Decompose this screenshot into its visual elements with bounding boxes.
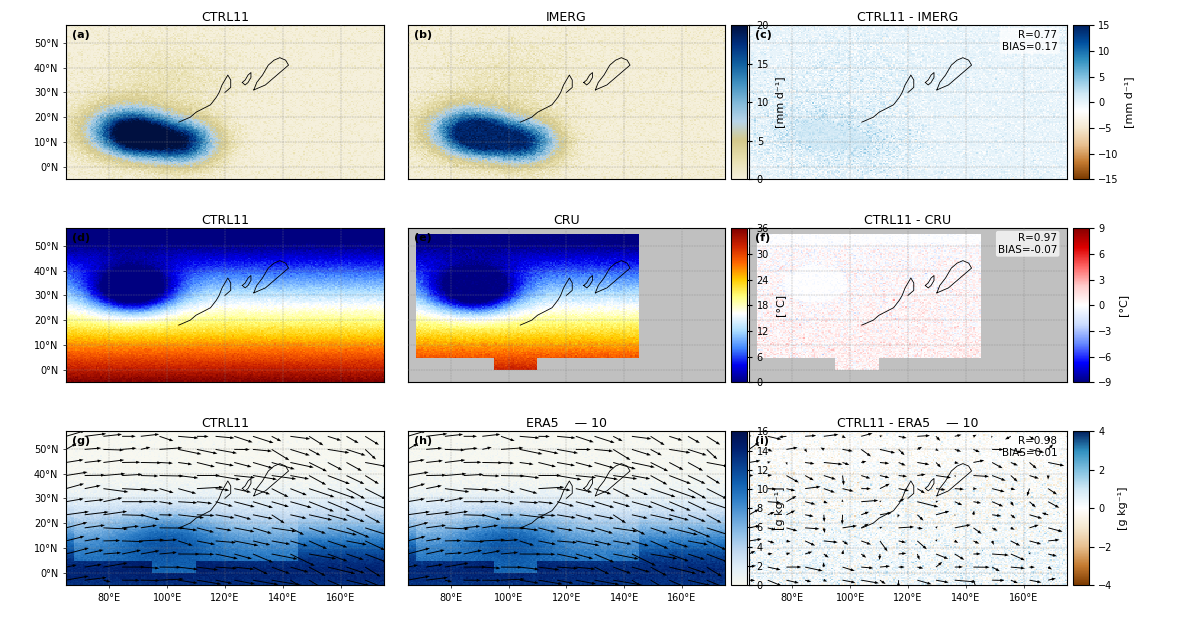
Text: (h): (h) xyxy=(414,436,432,446)
Text: R=0.97
BIAS=-0.07: R=0.97 BIAS=-0.07 xyxy=(998,233,1057,254)
Text: (a): (a) xyxy=(72,30,90,40)
Text: (i): (i) xyxy=(755,436,769,446)
Text: R=0.98
BIAS=0.01: R=0.98 BIAS=0.01 xyxy=(1002,436,1057,457)
Title: IMERG: IMERG xyxy=(546,11,587,24)
Text: (f): (f) xyxy=(755,233,770,243)
Title: CTRL11: CTRL11 xyxy=(200,214,248,227)
Y-axis label: [mm d⁻¹]: [mm d⁻¹] xyxy=(1124,76,1134,128)
Text: (g): (g) xyxy=(72,436,90,446)
Text: (b): (b) xyxy=(414,30,432,40)
Title: CTRL11: CTRL11 xyxy=(200,11,248,24)
Title: CRU: CRU xyxy=(553,214,580,227)
Text: (e): (e) xyxy=(414,233,432,243)
Text: R=0.77
BIAS=0.17: R=0.77 BIAS=0.17 xyxy=(1002,30,1057,52)
Title: CTRL11 - ERA5    — 10: CTRL11 - ERA5 — 10 xyxy=(838,417,979,430)
Title: CTRL11 - CRU: CTRL11 - CRU xyxy=(864,214,952,227)
Y-axis label: [mm d⁻¹]: [mm d⁻¹] xyxy=(775,76,785,128)
Y-axis label: [°C]: [°C] xyxy=(775,294,785,316)
Y-axis label: [g kg⁻¹]: [g kg⁻¹] xyxy=(775,487,785,530)
Y-axis label: [g kg⁻¹]: [g kg⁻¹] xyxy=(1118,487,1128,530)
Y-axis label: [°C]: [°C] xyxy=(1118,294,1128,316)
Title: CTRL11: CTRL11 xyxy=(200,417,248,430)
Text: (d): (d) xyxy=(72,233,90,243)
Title: CTRL11 - IMERG: CTRL11 - IMERG xyxy=(857,11,959,24)
Text: (c): (c) xyxy=(755,30,773,40)
Title: ERA5    — 10: ERA5 — 10 xyxy=(526,417,607,430)
